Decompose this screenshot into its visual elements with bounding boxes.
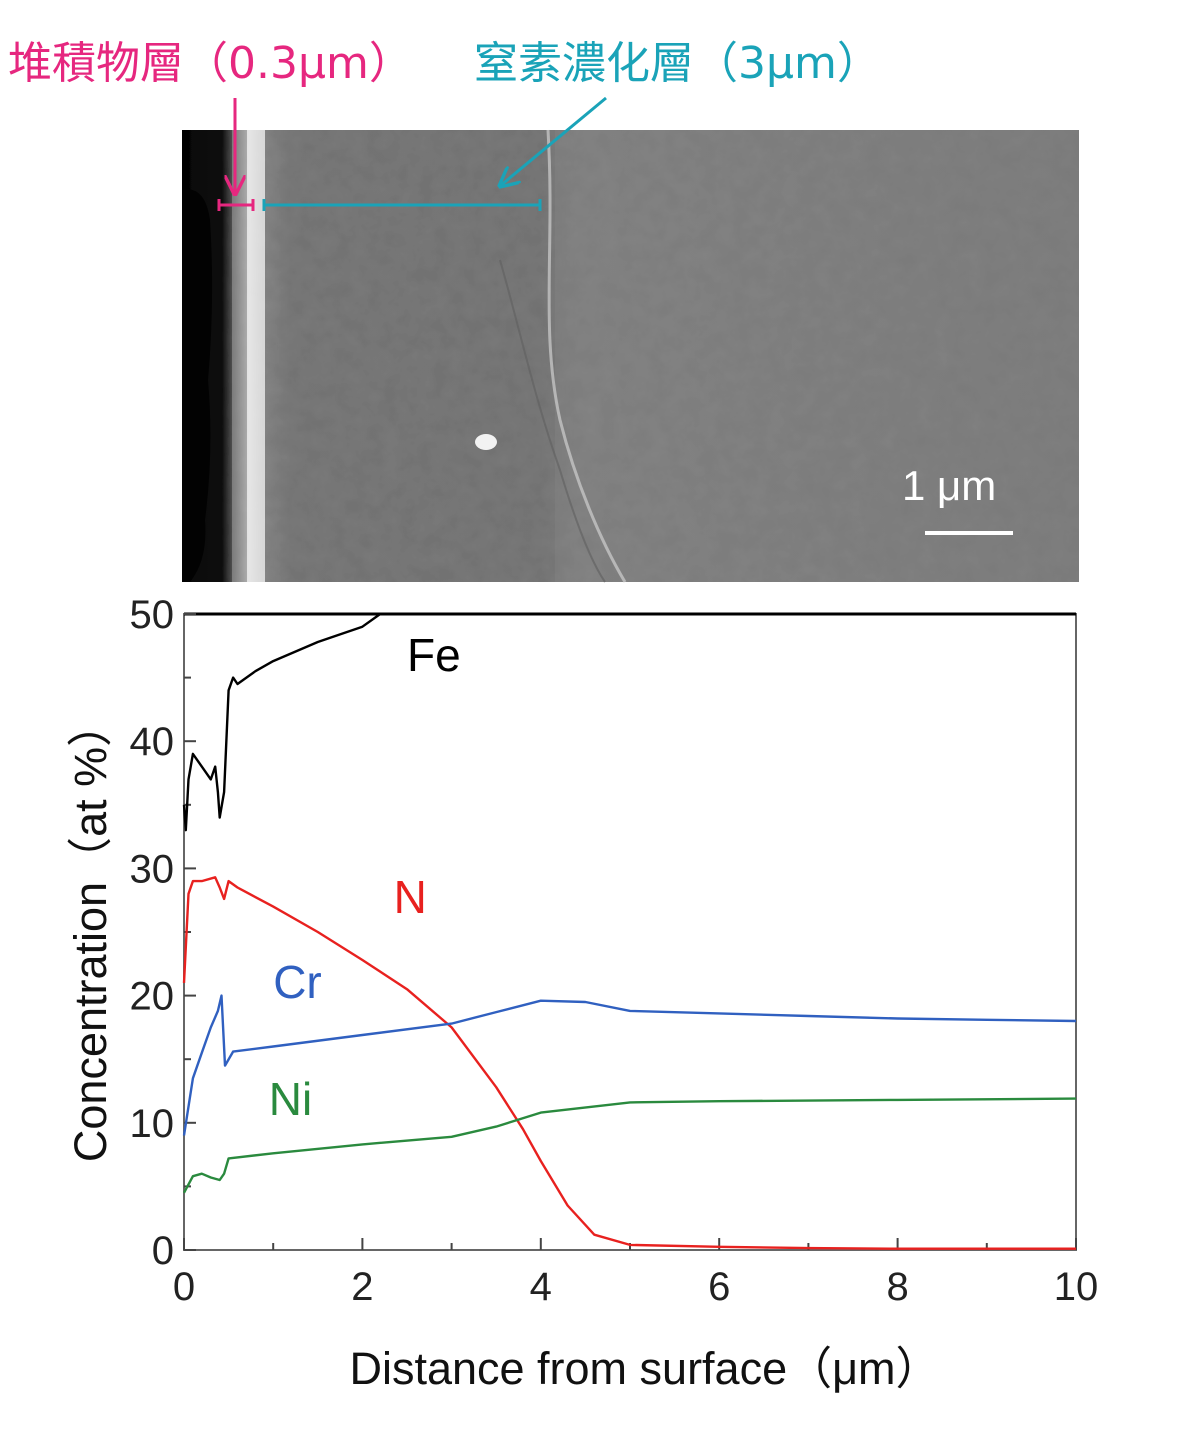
series-line-n bbox=[182, 876, 1076, 1250]
series-line-fe bbox=[182, 613, 381, 832]
y-tick-label: 50 bbox=[130, 593, 175, 637]
series-label-ni: Ni bbox=[269, 1073, 312, 1125]
series-label-fe: Fe bbox=[407, 629, 461, 681]
deposit-layer-annotation: 堆積物層（0.3μm） bbox=[8, 38, 413, 89]
series-label-n: N bbox=[394, 871, 427, 923]
x-tick-label: 8 bbox=[886, 1265, 908, 1309]
y-tick-label: 20 bbox=[130, 975, 175, 1019]
series-line-ni bbox=[182, 1097, 1077, 1194]
y-tick-label: 0 bbox=[152, 1229, 174, 1273]
series-label-cr: Cr bbox=[273, 956, 322, 1008]
plot-frame bbox=[183, 613, 1077, 1251]
y-tick-label: 10 bbox=[130, 1102, 175, 1146]
x-tick-label: 10 bbox=[1054, 1265, 1099, 1309]
x-axis-label: Distance from surface（μm） bbox=[349, 1343, 940, 1394]
concentration-chart: 0 2 4 6 8 10 0 10 20 30 40 50 Fe N Cr Ni Distance from… bbox=[65, 593, 1098, 1394]
y-tick-label: 30 bbox=[130, 847, 175, 891]
y-axis-label: Concentration（at %） bbox=[65, 702, 116, 1162]
x-tick-label: 6 bbox=[708, 1265, 730, 1309]
x-tick-label: 4 bbox=[530, 1265, 552, 1309]
series-line-cr bbox=[182, 994, 1077, 1136]
x-tick-label: 0 bbox=[173, 1265, 195, 1309]
scale-bar-label: 1 μm bbox=[902, 462, 996, 509]
x-tick-label: 2 bbox=[351, 1265, 373, 1309]
sem-micrograph: 1 μm bbox=[182, 129, 1079, 583]
y-tick-label: 40 bbox=[130, 720, 175, 764]
nitrogen-layer-annotation: 窒素濃化層（3μm） bbox=[474, 38, 881, 89]
nitrogen-arrow bbox=[500, 96, 607, 186]
